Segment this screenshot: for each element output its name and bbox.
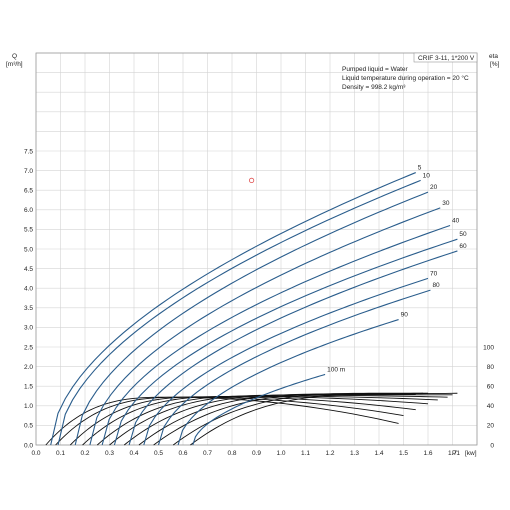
x-tick-label: 0.7 (203, 450, 212, 457)
efficiency-curve (96, 395, 438, 446)
right-axis-label: eta (489, 53, 498, 60)
x-tick-label: 0.5 (154, 450, 163, 457)
flow-curve (177, 319, 399, 446)
flow-curve (74, 191, 429, 446)
flow-curve-label: 70 (430, 270, 438, 277)
efficiency-curve (123, 394, 453, 446)
flow-curve-label: 90 (401, 312, 409, 319)
x-tick-label: 1.4 (374, 450, 383, 457)
flow-curve-label: 100 m (327, 366, 345, 373)
flow-curve (113, 238, 458, 446)
flow-curve (101, 224, 451, 446)
x-tick-label: 0.6 (178, 450, 187, 457)
x-tick-label: 0.0 (31, 450, 40, 457)
flow-curve-label: 50 (459, 231, 467, 238)
eta-tick-label: 0 (490, 442, 494, 449)
x-tick-label: 1.7 (448, 450, 457, 457)
x-tick-label: 1.5 (399, 450, 408, 457)
x-axis-unit: [kw] (465, 450, 477, 457)
title-box (413, 52, 478, 63)
info-line-3: Density = 998.2 kg/m³ (342, 84, 406, 91)
y-tick-label: 3.0 (24, 325, 33, 332)
flow-curve (143, 277, 429, 446)
x-tick-label: 0.1 (56, 450, 65, 457)
y-tick-label: 1.0 (24, 403, 33, 410)
y-tick-label: 4.0 (24, 286, 33, 293)
flow-curve (89, 207, 441, 446)
eta-tick-label: 80 (487, 364, 495, 371)
flow-curve-label: 30 (442, 200, 450, 207)
left-axis-unit: [m³/h] (6, 61, 23, 68)
flow-curve (157, 289, 431, 446)
y-tick-label: 7.5 (24, 148, 33, 155)
y-tick-label: 3.5 (24, 305, 33, 312)
eta-tick-label: 20 (487, 423, 495, 430)
efficiency-curves (45, 392, 458, 446)
x-tick-label: 0.9 (252, 450, 261, 457)
flow-curve (128, 250, 458, 446)
efficiency-curve (82, 395, 429, 446)
y-tick-label: 5.5 (24, 227, 33, 234)
x-tick-label: 1.3 (350, 450, 359, 457)
info-line-2: Liquid temperature during operation = 20… (342, 74, 469, 82)
flow-curve (57, 179, 421, 446)
efficiency-curve (69, 396, 416, 446)
flow-curve-label: 5 (418, 165, 422, 172)
efficiency-curve (45, 396, 399, 446)
efficiency-curve (190, 393, 416, 446)
eta-tick-label: 40 (487, 403, 495, 410)
y-tick-label: 4.5 (24, 266, 33, 273)
chart-title: CRIF 3-11, 1*200 V (418, 55, 475, 62)
grid (35, 52, 478, 446)
y-tick-label: 7.0 (24, 168, 33, 175)
x-tick-label: 0.3 (105, 450, 114, 457)
info-line-1: Pumped liquid = Water (342, 66, 409, 73)
eta-tick-label: 100 (483, 344, 494, 351)
x-tick-label: 1.6 (423, 450, 432, 457)
x-tick-label: 0.2 (80, 450, 89, 457)
flow-curve (192, 373, 326, 446)
y-tick-label: 1.5 (24, 384, 33, 391)
y-tick-label: 0.5 (24, 423, 33, 430)
x-tick-label: 1.2 (325, 450, 334, 457)
right-axis-unit: [%] (490, 61, 500, 68)
efficiency-curve (172, 392, 428, 446)
y-tick-label: 5.0 (24, 246, 33, 253)
flow-curve-label: 40 (452, 217, 460, 224)
y-tick-label: 0.0 (24, 442, 33, 449)
y-tick-label: 6.5 (24, 188, 33, 195)
flow-curve-label: 20 (430, 184, 438, 191)
x-axis-label: P1 (452, 450, 460, 457)
x-tick-label: 1.1 (301, 450, 310, 457)
left-axis-label: Q (12, 53, 17, 60)
plot-frame (35, 52, 478, 446)
flow-curve-label: 80 (432, 282, 440, 289)
y-tick-label: 6.0 (24, 207, 33, 214)
y-tick-label: 2.0 (24, 364, 33, 371)
eta-tick-label: 60 (487, 384, 495, 391)
operating-point-marker (249, 177, 255, 183)
marker-layer (249, 177, 255, 183)
efficiency-curve (109, 394, 448, 446)
flow-curve-label: 60 (459, 243, 467, 250)
flow-curve (50, 172, 416, 446)
x-tick-label: 0.4 (129, 450, 138, 457)
x-tick-label: 1.0 (276, 450, 285, 457)
x-tick-label: 0.8 (227, 450, 236, 457)
tick-labels: 0.0 0.5 1.0 1.5 2.0 2.5 3.0 3.5 4.0 4.5 5.0 5.5 6.0 6… (24, 148, 494, 457)
flow-curves: 510 20 30 40 50 60 70 80 90 100 m (50, 165, 467, 446)
flow-curve-label: 10 (423, 172, 431, 179)
y-tick-label: 2.5 (24, 344, 33, 351)
